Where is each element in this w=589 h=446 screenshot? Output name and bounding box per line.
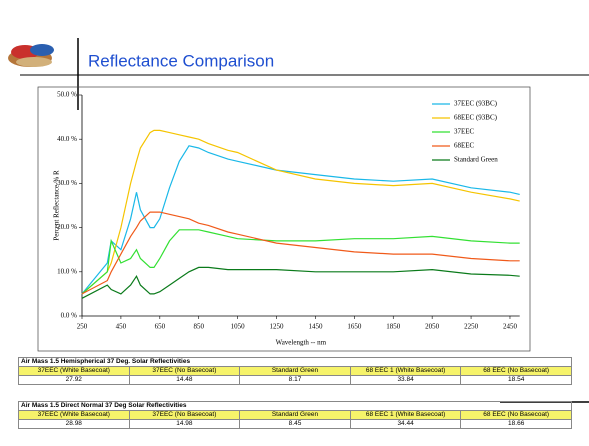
table-cell: 34.44 — [350, 420, 461, 429]
x-tick-label: 2250 — [464, 323, 479, 331]
table: Air Mass 1.5 Hemispherical 37 Deg. Solar… — [18, 357, 572, 385]
x-tick-label: 650 — [155, 323, 166, 331]
legend-label: 68EEC (93BC) — [454, 114, 498, 122]
slide: Reflectance Comparison 0.0 %10.0 %20.0 %… — [0, 0, 589, 446]
x-tick-label: 1050 — [231, 323, 246, 331]
table-cell: 28.98 — [19, 420, 130, 429]
x-tick-label: 1850 — [386, 323, 401, 331]
x-tick-label: 1250 — [270, 323, 285, 331]
table-title-row: Air Mass 1.5 Direct Normal 37 Deg Solar … — [19, 402, 572, 411]
series-line — [82, 267, 520, 298]
table-blank — [350, 358, 571, 367]
x-tick-label: 2450 — [503, 323, 518, 331]
table-blank — [350, 402, 571, 411]
table-cell: 18.54 — [461, 376, 572, 385]
legend-label: 37EEC (93BC) — [454, 100, 498, 108]
x-tick-label: 1650 — [347, 323, 362, 331]
y-tick-label: 0.0 % — [61, 312, 78, 320]
table-title-row: Air Mass 1.5 Hemispherical 37 Deg. Solar… — [19, 358, 572, 367]
x-tick-label: 850 — [193, 323, 204, 331]
table-header: 68 EEC 1 (White Basecoat) — [350, 367, 461, 376]
table-cell: 14.48 — [129, 376, 240, 385]
table-header: 68 EEC (No Basecoat) — [461, 367, 572, 376]
table-title: Air Mass 1.5 Hemispherical 37 Deg. Solar… — [19, 358, 351, 367]
table-cell: 8.45 — [240, 420, 351, 429]
table-cell: 18.66 — [461, 420, 572, 429]
table-header: 37EEC (White Basecoat) — [19, 367, 130, 376]
table-header-row: 37EEC (White Basecoat)37EEC (No Basecoat… — [19, 411, 572, 420]
legend-label: 37EEC — [454, 128, 475, 136]
y-axis-label: Percent Reflectance-% R — [53, 170, 61, 241]
x-tick-label: 450 — [116, 323, 127, 331]
table-header-row: 37EEC (White Basecoat)37EEC (No Basecoat… — [19, 367, 572, 376]
table-header: 37EEC (No Basecoat) — [129, 411, 240, 420]
y-tick-label: 40.0 % — [57, 135, 77, 143]
table-header: Standard Green — [240, 367, 351, 376]
table-cell: 14.98 — [129, 420, 240, 429]
table-cell: 33.84 — [350, 376, 461, 385]
table-header: 68 EEC (No Basecoat) — [461, 411, 572, 420]
table-header: 68 EEC 1 (White Basecoat) — [350, 411, 461, 420]
legend-label: 68EEC — [454, 142, 475, 150]
x-tick-label: 1450 — [308, 323, 323, 331]
table-header: 37EEC (No Basecoat) — [129, 367, 240, 376]
y-tick-label: 10.0 % — [57, 267, 77, 275]
table-cell: 8.17 — [240, 376, 351, 385]
table-title: Air Mass 1.5 Direct Normal 37 Deg Solar … — [19, 402, 351, 411]
table-cell: 27.92 — [19, 376, 130, 385]
slide-title: Reflectance Comparison — [88, 51, 274, 70]
table-header: 37EEC (White Basecoat) — [19, 411, 130, 420]
x-axis-label: Wavelength -- nm — [276, 339, 327, 347]
y-tick-label: 50.0 % — [57, 91, 77, 99]
x-tick-label: 2050 — [425, 323, 440, 331]
legend-label: Standard Green — [454, 156, 498, 164]
x-tick-label: 250 — [77, 323, 88, 331]
table-header: Standard Green — [240, 411, 351, 420]
chart-frame — [38, 87, 530, 351]
table: Air Mass 1.5 Direct Normal 37 Deg Solar … — [18, 401, 572, 429]
series-line — [82, 230, 520, 294]
logo — [8, 44, 54, 67]
